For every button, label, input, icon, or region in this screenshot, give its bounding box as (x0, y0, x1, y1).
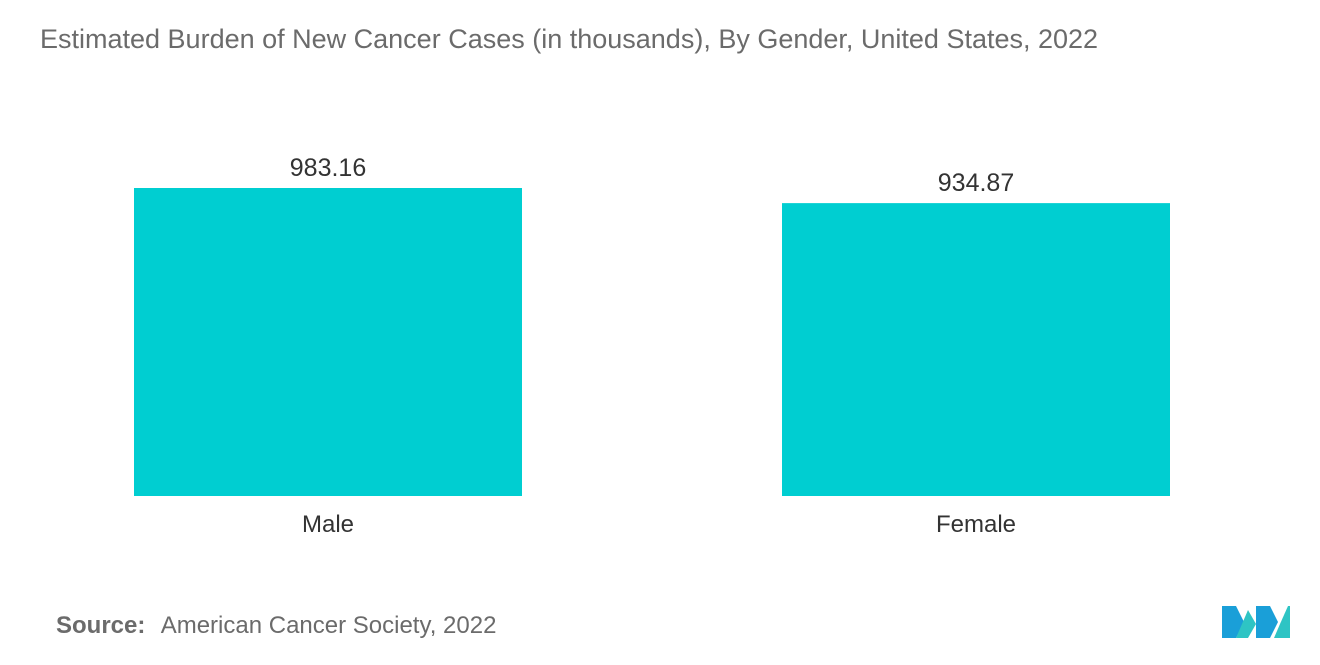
source-note: Source: American Cancer Society, 2022 (56, 612, 496, 640)
bar-chart: 983.16 Male 934.87 Female (134, 154, 1170, 538)
category-label-male: Male (302, 511, 354, 538)
data-label-male: 983.16 (290, 154, 366, 182)
bar-female (782, 203, 1170, 496)
data-label-female: 934.87 (938, 169, 1014, 197)
chart-title: Estimated Burden of New Cancer Cases (in… (40, 24, 1099, 54)
source-text: American Cancer Society, 2022 (160, 612, 497, 639)
source-label: Source: (56, 612, 146, 639)
mordor-intelligence-logo-icon (1222, 606, 1290, 638)
category-label-female: Female (936, 511, 1016, 538)
bar-male (134, 188, 522, 496)
